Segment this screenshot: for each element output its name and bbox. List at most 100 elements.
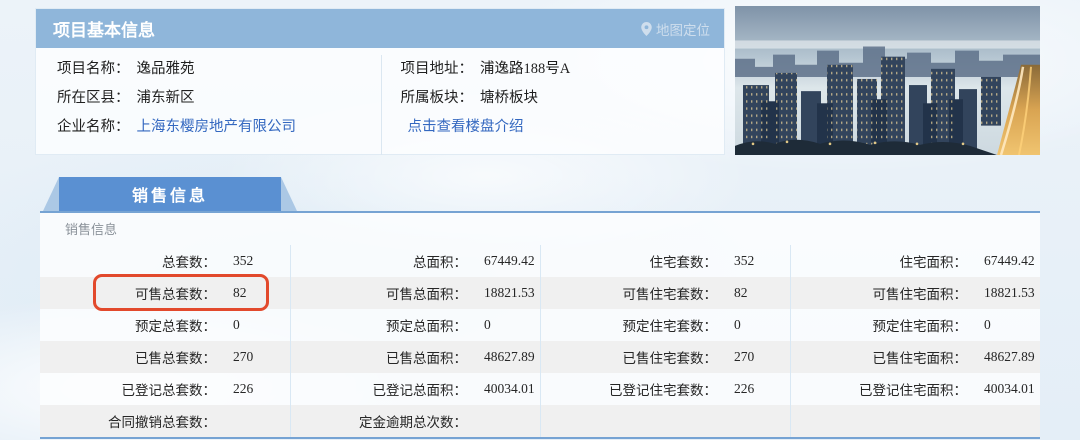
field-label: 所属板块：	[400, 90, 474, 106]
sales-row-5: 合同撤销总套数： 定金逾期总次数：	[40, 405, 1040, 437]
sales-cell-value: 270	[734, 349, 755, 364]
sales-cell-label: 定金逾期总次数：	[359, 415, 467, 430]
sales-tab-label: 销售信息	[59, 177, 281, 211]
sales-cell: 可售住宅套数： 82	[540, 277, 790, 309]
sales-cell-label: 预定总面积：	[386, 319, 467, 334]
sales-cell-label: 预定住宅套数：	[622, 319, 718, 334]
field-label: 所在区县：	[57, 90, 130, 106]
sales-cell-value: 0	[734, 317, 741, 332]
sales-row-2: 预定总套数： 0 预定总面积： 0 预定住宅套数： 0 预定住宅面积： 0	[40, 309, 1040, 341]
sales-cell: 预定总套数： 0	[40, 309, 290, 341]
sales-cell-label: 已登记住宅面积：	[859, 383, 967, 398]
left-field-row-2: 企业名称： 上海东樱房地产有限公司	[57, 113, 381, 142]
sales-cell: 预定总面积： 0	[290, 309, 540, 341]
right-field-row-0: 项目地址： 浦逸路188号A	[401, 55, 725, 84]
sales-cell-label: 可售总面积：	[386, 287, 467, 302]
sales-cell-value: 352	[233, 253, 254, 268]
sales-cell-value: 48627.89	[984, 349, 1035, 364]
sales-cell: 预定住宅套数： 0	[540, 309, 790, 341]
sales-cell-label: 预定住宅面积：	[872, 319, 968, 334]
map-locate-label: 地图定位	[656, 22, 710, 38]
right-field-row-2: 点击查看楼盘介绍	[401, 113, 725, 142]
field-value: 浦东新区	[136, 90, 195, 106]
project-info-right-column: 项目地址： 浦逸路188号A 所属板块： 塘桥板块点击查看楼盘介绍	[380, 55, 725, 155]
map-locate-link[interactable]: 地图定位	[641, 19, 710, 39]
sales-cell: 总套数： 352	[40, 245, 290, 277]
sales-row-1: 可售总套数： 82 可售总面积： 18821.53 可售住宅套数： 82 可售住宅面积： 18…	[40, 274, 1040, 311]
sales-cell: 定金逾期总次数：	[290, 405, 540, 437]
sales-cell: 预定住宅面积： 0	[790, 309, 1040, 341]
sales-cell: 已售住宅面积： 48627.89	[790, 341, 1040, 373]
sales-cell-label: 总面积：	[413, 255, 467, 270]
project-info-card: 项目基本信息 地图定位 项目名称： 逸品雅苑 所在区县： 浦东新区 企业名称： 上海东樱房…	[35, 8, 725, 155]
sales-row-3: 已售总套数： 270 已售总面积： 48627.89 已售住宅套数： 270 已售住宅面积：…	[40, 341, 1040, 373]
sales-cell-value: 67449.42	[484, 253, 535, 268]
sales-cell: 已登记总面积： 40034.01	[290, 373, 540, 405]
sales-cell-value: 40034.01	[484, 381, 535, 396]
sales-info-tab[interactable]: 销售信息	[43, 177, 297, 211]
sales-cell: 已售总套数： 270	[40, 341, 290, 373]
sales-cell-value: 0	[984, 317, 991, 332]
sales-cell-value: 82	[233, 285, 247, 300]
sales-cell-value: 40034.01	[984, 381, 1035, 396]
field-link[interactable]: 上海东樱房地产有限公司	[136, 119, 297, 135]
project-info-title: 项目基本信息	[53, 21, 155, 40]
project-info-left-column: 项目名称： 逸品雅苑 所在区县： 浦东新区 企业名称： 上海东樱房地产有限公司	[36, 55, 381, 155]
field-value: 浦逸路188号A	[480, 61, 571, 77]
sales-cell-value: 18821.53	[484, 285, 535, 300]
sales-cell-value: 48627.89	[484, 349, 535, 364]
field-value: 逸品雅苑	[136, 61, 195, 77]
project-info-body: 项目名称： 逸品雅苑 所在区县： 浦东新区 企业名称： 上海东樱房地产有限公司 项目地址：…	[36, 48, 724, 155]
field-label: 项目地址：	[400, 61, 474, 77]
sales-info-section: 销售信息 总套数： 352 总面积： 67449.42 住宅套数： 352 住宅面积： 674…	[40, 211, 1040, 439]
sales-cell-label: 预定总套数：	[135, 319, 216, 334]
field-label: 项目名称：	[57, 61, 130, 77]
sales-cell-value: 270	[233, 349, 254, 364]
sales-cell-label: 合同撤销总套数：	[108, 415, 216, 430]
sales-cell-label: 总套数：	[162, 255, 216, 270]
sales-cell-value: 67449.42	[984, 253, 1035, 268]
sales-cell	[790, 405, 1040, 437]
sales-cell-label: 已售住宅套数：	[622, 351, 718, 366]
sales-cell: 合同撤销总套数：	[40, 405, 290, 437]
sales-cell: 已登记住宅套数： 226	[540, 373, 790, 405]
sales-cell: 住宅套数： 352	[540, 245, 790, 277]
sales-cell: 可售总套数： 82	[40, 274, 290, 311]
cityscape-illustration	[735, 6, 1040, 155]
sales-cell-value: 82	[734, 285, 748, 300]
sales-cell-label: 已售总套数：	[135, 351, 216, 366]
sales-cell-value: 226	[734, 381, 755, 396]
tab-left-wedge	[43, 177, 59, 211]
sales-cell: 已登记住宅面积： 40034.01	[790, 373, 1040, 405]
sales-cell-label: 住宅套数：	[649, 255, 718, 270]
field-link[interactable]: 点击查看楼盘介绍	[407, 119, 524, 135]
location-pin-icon	[641, 21, 652, 36]
sales-cell-value: 226	[233, 381, 254, 396]
sales-cell-label: 已登记住宅套数：	[609, 383, 717, 398]
left-field-row-0: 项目名称： 逸品雅苑	[57, 55, 381, 84]
sales-cell-label: 已售总面积：	[386, 351, 467, 366]
sales-cell: 已登记总套数： 226	[40, 373, 290, 405]
sales-cell: 可售总面积： 18821.53	[290, 277, 540, 309]
sales-section-label: 销售信息	[65, 222, 118, 237]
sales-cell-label: 住宅面积：	[899, 255, 968, 270]
left-field-row-1: 所在区县： 浦东新区	[57, 84, 381, 113]
sales-cell	[540, 405, 790, 437]
sales-row-0: 总套数： 352 总面积： 67449.42 住宅套数： 352 住宅面积： 67449.42	[40, 245, 1040, 277]
sales-cell-label: 已售住宅面积：	[872, 351, 968, 366]
sales-cell-label: 已登记总套数：	[121, 383, 217, 398]
right-field-row-1: 所属板块： 塘桥板块	[401, 84, 725, 113]
project-photo	[735, 6, 1040, 155]
field-label: 企业名称：	[57, 119, 130, 135]
tab-right-wedge	[281, 177, 297, 211]
sales-cell: 可售住宅面积： 18821.53	[790, 277, 1040, 309]
sales-cell-value: 18821.53	[984, 285, 1035, 300]
sales-cell-label: 已登记总面积：	[372, 383, 468, 398]
sales-cell-label: 可售住宅面积：	[872, 287, 968, 302]
sales-cell: 住宅面积： 67449.42	[790, 245, 1040, 277]
sales-table: 总套数： 352 总面积： 67449.42 住宅套数： 352 住宅面积： 67449.42…	[40, 245, 1040, 437]
sales-row-4: 已登记总套数： 226 已登记总面积： 40034.01 已登记住宅套数： 226 已登记住…	[40, 373, 1040, 405]
project-info-header: 项目基本信息 地图定位	[36, 9, 724, 48]
sales-cell: 已售总面积： 48627.89	[290, 341, 540, 373]
sales-cell-value: 0	[233, 317, 240, 332]
